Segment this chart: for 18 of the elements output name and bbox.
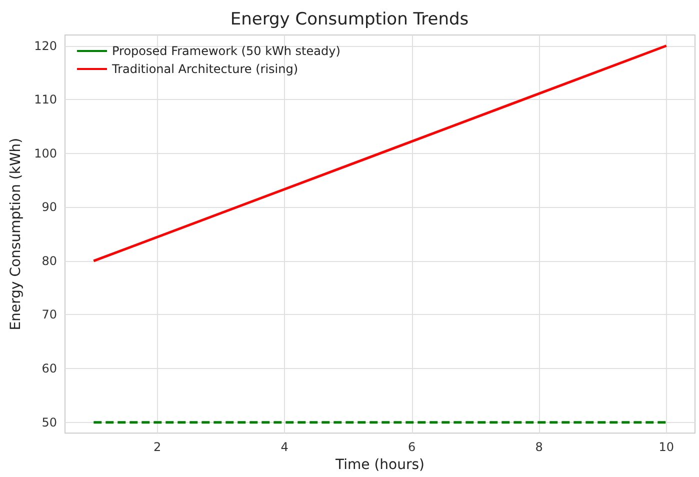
x-tick-label: 8: [535, 440, 543, 454]
y-tick-label: 70: [42, 308, 57, 322]
y-tick-label: 50: [42, 415, 57, 430]
y-tick-label: 60: [42, 362, 57, 376]
y-tick-label: 120: [34, 38, 57, 53]
x-tick-label: 6: [408, 440, 416, 454]
legend-label: Traditional Architecture (rising): [111, 62, 298, 76]
x-tick-label: 4: [280, 440, 288, 454]
y-tick-label: 90: [42, 200, 57, 214]
x-tick-label: 10: [658, 440, 674, 454]
x-tick-label: 2: [153, 440, 162, 454]
y-tick-label: 110: [34, 92, 57, 107]
legend-label: Proposed Framework (50 kWh steady): [112, 44, 340, 58]
y-tick-label: 80: [42, 254, 57, 268]
x-axis-title: Time (hours): [334, 457, 424, 473]
y-axis-title: Energy Consumption (kWh): [8, 138, 24, 330]
chart-title: Energy Consumption Trends: [230, 10, 469, 30]
y-tick-label: 100: [34, 146, 57, 160]
